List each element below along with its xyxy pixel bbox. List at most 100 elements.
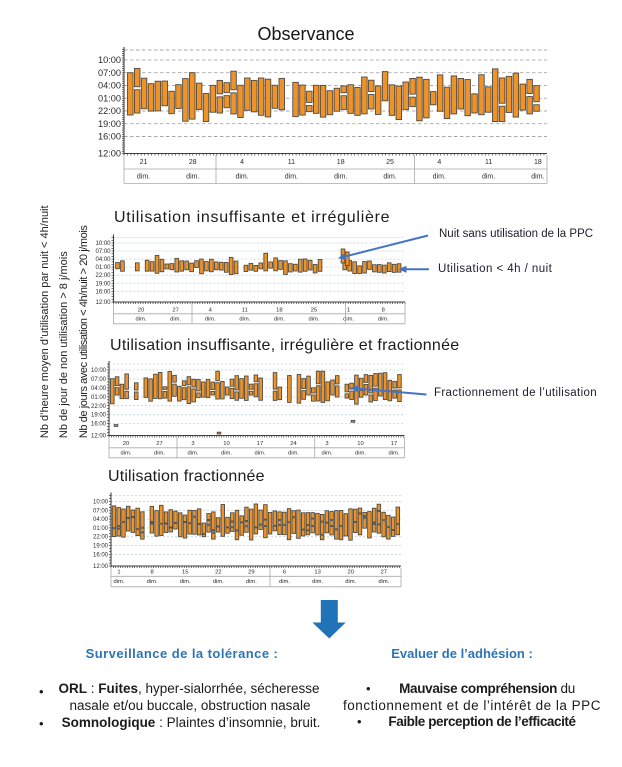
svg-text:16:00: 16:00: [95, 289, 111, 295]
svg-text:dim.: dim.: [531, 174, 544, 181]
svg-text:dim.: dim.: [378, 579, 389, 585]
svg-text:dim.: dim.: [322, 451, 333, 457]
svg-text:dim.: dim.: [221, 451, 232, 457]
svg-text:04:00: 04:00: [95, 257, 111, 263]
svg-text:dim.: dim.: [114, 579, 125, 585]
svg-text:10:00: 10:00: [95, 241, 111, 247]
svg-text:13: 13: [314, 570, 320, 576]
svg-text:dim.: dim.: [334, 174, 347, 181]
svg-text:dim.: dim.: [255, 451, 266, 457]
svg-text:22:00: 22:00: [93, 535, 109, 541]
svg-text:dim.: dim.: [343, 317, 354, 323]
svg-text:07:00: 07:00: [91, 377, 107, 383]
svg-text:dim.: dim.: [312, 579, 323, 585]
svg-text:16:00: 16:00: [93, 552, 109, 558]
svg-text:22:00: 22:00: [91, 404, 107, 410]
svg-text:19:00: 19:00: [98, 119, 121, 129]
svg-text:8: 8: [150, 570, 153, 576]
svg-text:19:00: 19:00: [93, 544, 109, 550]
svg-text:dim.: dim.: [180, 579, 191, 585]
svg-text:17: 17: [391, 441, 397, 447]
svg-text:01:00: 01:00: [95, 265, 111, 271]
svg-text:10:00: 10:00: [93, 500, 109, 506]
svg-text:07:00: 07:00: [93, 508, 109, 514]
svg-text:10: 10: [357, 441, 363, 447]
svg-text:3: 3: [325, 441, 328, 447]
svg-text:dim.: dim.: [136, 317, 147, 323]
svg-text:dim.: dim.: [186, 174, 199, 181]
svg-text:12:00: 12:00: [91, 434, 107, 440]
svg-text:8: 8: [382, 308, 385, 314]
svg-text:01:00: 01:00: [98, 93, 121, 103]
svg-text:dim.: dim.: [170, 317, 181, 323]
svg-text:25: 25: [386, 159, 394, 166]
svg-text:16:00: 16:00: [91, 422, 107, 428]
svg-text:dim.: dim.: [154, 451, 165, 457]
svg-text:07:00: 07:00: [95, 249, 111, 255]
svg-text:18: 18: [337, 159, 345, 166]
svg-text:dim.: dim.: [378, 317, 389, 323]
svg-text:20: 20: [138, 308, 144, 314]
svg-text:16:00: 16:00: [98, 132, 121, 142]
svg-text:dim.: dim.: [205, 317, 216, 323]
svg-text:10:00: 10:00: [91, 368, 107, 374]
svg-text:04:00: 04:00: [93, 517, 109, 523]
svg-text:18: 18: [276, 308, 282, 314]
svg-text:dim.: dim.: [147, 579, 158, 585]
svg-text:dim.: dim.: [137, 174, 150, 181]
svg-text:dim.: dim.: [239, 317, 250, 323]
svg-text:dim.: dim.: [309, 317, 320, 323]
svg-text:29: 29: [248, 570, 254, 576]
svg-text:dim.: dim.: [389, 451, 400, 457]
svg-text:20: 20: [347, 570, 353, 576]
svg-text:dim.: dim.: [345, 579, 356, 585]
svg-text:10: 10: [223, 441, 229, 447]
svg-text:dim.: dim.: [188, 451, 199, 457]
svg-text:28: 28: [189, 159, 197, 166]
svg-text:1: 1: [117, 570, 120, 576]
svg-text:10:00: 10:00: [98, 55, 121, 65]
svg-text:6: 6: [283, 570, 286, 576]
svg-text:12:00: 12:00: [95, 300, 111, 306]
svg-text:25: 25: [311, 308, 317, 314]
svg-text:4: 4: [437, 159, 441, 166]
svg-text:15: 15: [182, 570, 188, 576]
svg-text:12:00: 12:00: [98, 149, 121, 159]
svg-text:04:00: 04:00: [91, 386, 107, 392]
svg-text:11: 11: [485, 159, 492, 166]
svg-text:12:00: 12:00: [93, 564, 109, 570]
svg-text:4: 4: [209, 308, 213, 314]
svg-text:dim.: dim.: [121, 451, 132, 457]
svg-text:07:00: 07:00: [98, 68, 121, 78]
svg-text:20: 20: [123, 441, 129, 447]
svg-text:4: 4: [240, 159, 244, 166]
svg-text:04:00: 04:00: [98, 81, 121, 91]
svg-text:18: 18: [534, 159, 542, 166]
svg-text:19:00: 19:00: [95, 281, 111, 287]
svg-text:27: 27: [172, 308, 178, 314]
svg-text:3: 3: [191, 441, 194, 447]
svg-text:dim.: dim.: [355, 451, 366, 457]
svg-text:01:00: 01:00: [93, 526, 109, 532]
svg-text:27: 27: [156, 441, 162, 447]
svg-text:01:00: 01:00: [91, 395, 107, 401]
svg-text:dim.: dim.: [213, 579, 224, 585]
svg-text:19:00: 19:00: [91, 413, 107, 419]
svg-text:22:00: 22:00: [95, 273, 111, 279]
svg-text:17: 17: [257, 441, 263, 447]
svg-text:22: 22: [215, 570, 221, 576]
svg-text:dim.: dim.: [274, 317, 285, 323]
svg-text:1: 1: [347, 308, 350, 314]
svg-text:dim.: dim.: [433, 174, 446, 181]
svg-text:22:00: 22:00: [98, 106, 121, 116]
svg-text:11: 11: [288, 159, 295, 166]
svg-text:dim.: dim.: [279, 579, 290, 585]
svg-text:dim.: dim.: [246, 579, 257, 585]
svg-text:24: 24: [290, 441, 297, 447]
svg-text:27: 27: [381, 570, 387, 576]
svg-text:dim.: dim.: [288, 451, 299, 457]
svg-text:dim.: dim.: [285, 174, 298, 181]
svg-text:dim.: dim.: [482, 174, 495, 181]
svg-text:21: 21: [140, 159, 148, 166]
svg-text:dim.: dim.: [383, 174, 396, 181]
